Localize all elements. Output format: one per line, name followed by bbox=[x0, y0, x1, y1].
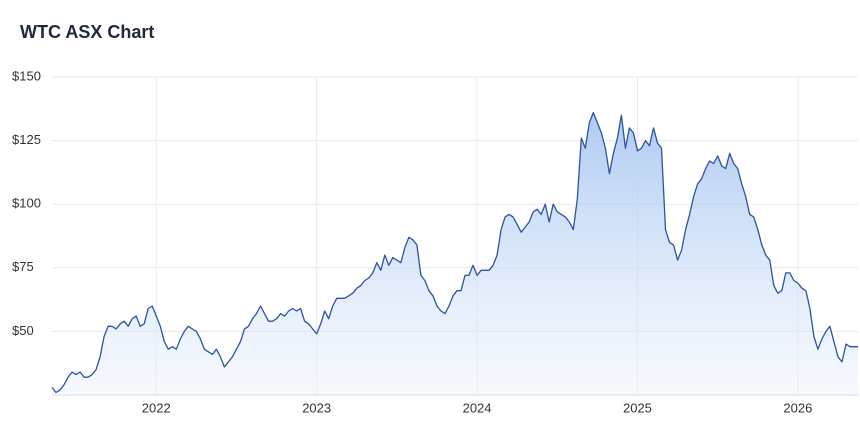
x-tick-label: 2022 bbox=[142, 400, 171, 415]
x-tick-label: 2025 bbox=[623, 400, 652, 415]
y-tick-label: $150 bbox=[12, 68, 41, 83]
y-tick-label: $50 bbox=[12, 323, 34, 338]
chart-title: WTC ASX Chart bbox=[20, 22, 154, 42]
y-tick-label: $100 bbox=[12, 196, 41, 211]
x-tick-label: 2026 bbox=[783, 400, 812, 415]
x-tick-label: 2023 bbox=[302, 400, 331, 415]
area-fill bbox=[52, 112, 858, 395]
y-tick-label: $125 bbox=[12, 132, 41, 147]
x-tick-label: 2024 bbox=[463, 400, 492, 415]
y-tick-label: $75 bbox=[12, 259, 34, 274]
price-line bbox=[51, 111, 858, 394]
